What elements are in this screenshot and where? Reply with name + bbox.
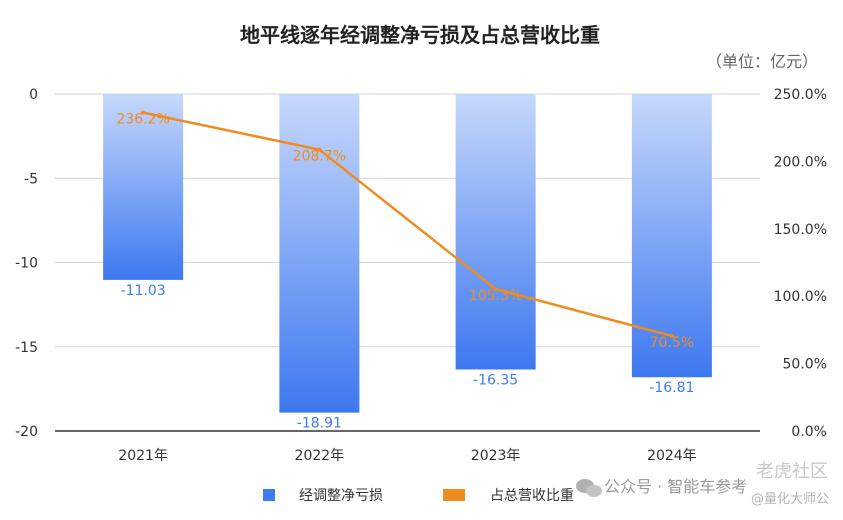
bars [103,94,712,413]
unit-label: （单位：亿元） [706,52,818,71]
line-series [141,110,674,338]
y-right-tick-label: 50.0% [783,357,827,373]
line-point [141,110,146,115]
x-tick-label: 2024年 [647,448,697,464]
y-right-tick-label: 150.0% [774,222,827,238]
y-right-tick-label: 100.0% [774,289,827,305]
y-left-tick-label: -5 [24,171,38,187]
line-data-label: 208.7% [293,149,346,165]
bar-data-label: -16.35 [473,372,518,388]
x-tick-label: 2023年 [471,448,521,464]
bar [455,94,536,370]
y-right-tick-label: 200.0% [774,154,827,170]
y-left-tick-label: -20 [15,424,38,440]
line-data-label: 70.5% [650,335,694,351]
watermark-line2: 老虎社区 [756,461,828,482]
watermark: 公众号 · 智能车参考 老虎社区 @量化大师公 [576,461,829,507]
legend: 经调整净亏损 占总营收比重 [263,488,574,504]
legend-label-bar: 经调整净亏损 [299,488,383,504]
bar-data-label: -18.91 [297,416,342,432]
y-left-tick-label: -15 [15,340,38,356]
line-point [317,147,322,152]
legend-swatch-bar [263,489,275,501]
watermark-line1: 公众号 · 智能车参考 [604,477,747,496]
bar-data-label: -16.81 [649,380,694,396]
legend-swatch-line [443,489,465,501]
axes: 0 -5 -10 -15 -20 250.0% 200.0% 150.0% 100.0% 50.0… [15,87,827,464]
y-left-tick-label: -10 [15,256,38,272]
x-tick-label: 2022年 [295,448,345,464]
line-data-label: 105.3% [469,288,522,304]
line-data-label: 236.2% [116,112,169,128]
y-left-tick-label: 0 [29,87,38,103]
line-point [669,333,674,338]
line-path [142,111,673,338]
wechat-icon [576,479,602,497]
bar [103,94,184,280]
line-point [493,287,498,292]
legend-label-line: 占总营收比重 [490,488,574,504]
y-right-tick-label: 0.0% [791,424,827,440]
y-right-tick-label: 250.0% [774,87,827,103]
data-labels: -11.03 -18.91 -16.35 -16.81 236.2% 208.7% 105.… [116,112,694,432]
bar [279,94,360,413]
chart-title: 地平线逐年经调整净亏损及占总营收比重 [240,23,600,47]
x-tick-label: 2021年 [118,448,168,464]
bar-data-label: -11.03 [121,283,166,299]
watermark-line3: @量化大师公 [751,492,829,507]
